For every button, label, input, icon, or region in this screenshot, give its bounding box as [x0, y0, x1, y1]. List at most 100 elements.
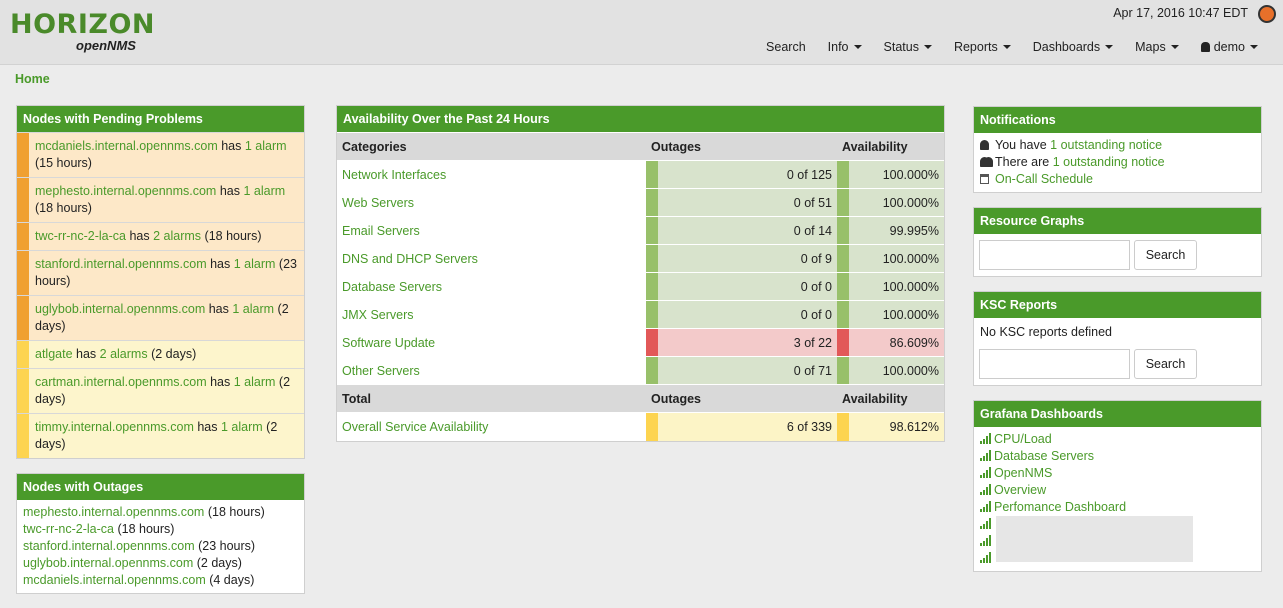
search-button[interactable]: Search	[1134, 349, 1197, 379]
breadcrumb[interactable]: Home	[15, 72, 50, 86]
nav: Search Info Status Reports Dashboards Maps dem…	[755, 40, 1269, 54]
logo-sub: openNMS	[76, 38, 136, 53]
node-link[interactable]: mephesto.internal.opennms.com	[23, 505, 205, 519]
node-link[interactable]: mephesto.internal.opennms.com	[35, 184, 217, 198]
status-bar	[837, 328, 850, 357]
node-link[interactable]: cartman.internal.opennms.com	[35, 375, 207, 389]
category-link[interactable]: Overall Service Availability	[342, 419, 489, 434]
grafana-row: Database Servers	[980, 448, 1255, 465]
status-bar	[646, 216, 658, 245]
status-bar	[837, 356, 850, 385]
node-link[interactable]: stanford.internal.opennms.com	[23, 539, 195, 553]
notification-link[interactable]: On-Call Schedule	[995, 172, 1093, 186]
connector: has	[221, 139, 242, 153]
panel-title: Grafana Dashboards	[974, 401, 1261, 427]
availability-cell: 86.609%	[849, 328, 944, 357]
category-cell: Database Servers	[337, 272, 646, 301]
nav-item[interactable]: Search	[755, 40, 817, 54]
header-cell: Availability	[837, 384, 944, 413]
grafana-icon	[980, 450, 991, 461]
category-link[interactable]: Email Servers	[342, 223, 420, 238]
availability-cell: 100.000%	[849, 244, 944, 273]
time: (4 days)	[209, 573, 255, 587]
connector: has	[210, 375, 231, 389]
grafana-link[interactable]: Database Servers	[994, 449, 1095, 463]
node-link[interactable]: timmy.internal.opennms.com	[35, 420, 194, 434]
alarm-link[interactable]: 2 alarms	[153, 229, 202, 243]
problem-row: cartman.internal.opennms.com has 1 alarm…	[17, 368, 304, 413]
problem-row: twc-rr-nc-2-la-ca has 2 alarms (18 hours…	[17, 222, 304, 250]
node-link[interactable]: mcdaniels.internal.opennms.com	[35, 139, 218, 153]
grafana-panel: Grafana Dashboards CPU/Load Database Serve…	[973, 400, 1262, 572]
nav-item[interactable]: Status	[873, 40, 943, 54]
grafana-link[interactable]: CPU/Load	[994, 432, 1052, 446]
header-cell: Outages	[646, 132, 838, 161]
node-link[interactable]: twc-rr-nc-2-la-ca	[23, 522, 114, 536]
availability-row: Web Servers 0 of 51 100.000%	[337, 188, 944, 217]
nav-item[interactable]: Reports	[943, 40, 1022, 54]
notification-row: On-Call Schedule	[980, 171, 1255, 188]
search-button[interactable]: Search	[1134, 240, 1197, 270]
severity-bar	[17, 133, 29, 177]
outages-cell: 0 of 14	[658, 216, 838, 245]
outages-cell: 0 of 0	[658, 272, 838, 301]
alarm-icon[interactable]	[1258, 5, 1276, 23]
category-link[interactable]: Database Servers	[342, 279, 443, 294]
left-column: Nodes with Pending Problems mcdaniels.int…	[16, 105, 305, 608]
category-cell: Software Update	[337, 328, 646, 357]
availability-cell: 100.000%	[849, 300, 944, 329]
grafana-icon	[980, 501, 991, 512]
alarm-link[interactable]: 1 alarm	[220, 420, 263, 434]
alarm-link[interactable]: 2 alarms	[99, 347, 148, 361]
alarm-link[interactable]: 1 alarm	[233, 257, 276, 271]
search-input[interactable]	[979, 349, 1130, 379]
time: (18 hours)	[117, 522, 175, 536]
node-link[interactable]: stanford.internal.opennms.com	[35, 257, 207, 271]
node-link[interactable]: mcdaniels.internal.opennms.com	[23, 573, 206, 587]
grafana-icon	[980, 552, 991, 563]
category-cell: Network Interfaces	[337, 160, 646, 189]
nav-item[interactable]: Dashboards	[1022, 40, 1124, 54]
problem-text: atlgate has 2 alarms (2 days)	[29, 341, 202, 368]
connector: has	[210, 257, 231, 271]
node-link[interactable]: atlgate	[35, 347, 73, 361]
category-cell: Email Servers	[337, 216, 646, 245]
table-header: Total Outages Availability	[337, 384, 944, 413]
grafana-icon	[980, 433, 991, 444]
logo[interactable]: HORIZON openNMS	[10, 9, 156, 53]
notification-link[interactable]: 1 outstanding notice	[1050, 138, 1163, 152]
grafana-link[interactable]: Perfomance Dashboard	[994, 500, 1127, 514]
category-link[interactable]: Software Update	[342, 335, 436, 350]
grafana-row: CPU/Load	[980, 431, 1255, 448]
outages-cell: 0 of 71	[658, 356, 838, 385]
alarm-link[interactable]: 1 alarm	[232, 302, 275, 316]
node-link[interactable]: twc-rr-nc-2-la-ca	[35, 229, 126, 243]
nav-item[interactable]: demo	[1190, 40, 1269, 54]
alarm-link[interactable]: 1 alarm	[243, 184, 286, 198]
node-link[interactable]: uglybob.internal.opennms.com	[35, 302, 206, 316]
category-link[interactable]: Network Interfaces	[342, 167, 447, 182]
connector: has	[76, 347, 97, 361]
category-link[interactable]: Web Servers	[342, 195, 415, 210]
logo-main: HORIZON	[10, 9, 156, 40]
grafana-row: OpenNMS	[980, 465, 1255, 482]
alarm-link[interactable]: 1 alarm	[233, 375, 276, 389]
grafana-row-empty	[980, 516, 1255, 533]
grafana-row: Perfomance Dashboard	[980, 499, 1255, 516]
nav-item[interactable]: Maps	[1124, 40, 1190, 54]
category-link[interactable]: JMX Servers	[342, 307, 414, 322]
outages-cell: 0 of 9	[658, 244, 838, 273]
grafana-row: Overview	[980, 482, 1255, 499]
notification-link[interactable]: 1 outstanding notice	[1052, 155, 1165, 169]
status-bar	[646, 244, 658, 273]
search-input[interactable]	[979, 240, 1130, 270]
node-link[interactable]: uglybob.internal.opennms.com	[23, 556, 194, 570]
grafana-link[interactable]: OpenNMS	[994, 466, 1053, 480]
alarm-link[interactable]: 1 alarm	[244, 139, 287, 153]
category-link[interactable]: Other Servers	[342, 363, 420, 378]
category-link[interactable]: DNS and DHCP Servers	[342, 251, 478, 266]
outages-cell: 0 of 125	[658, 160, 838, 189]
nav-item[interactable]: Info	[817, 40, 873, 54]
availability-row: Email Servers 0 of 14 99.995%	[337, 216, 944, 245]
grafana-link[interactable]: Overview	[994, 483, 1047, 497]
